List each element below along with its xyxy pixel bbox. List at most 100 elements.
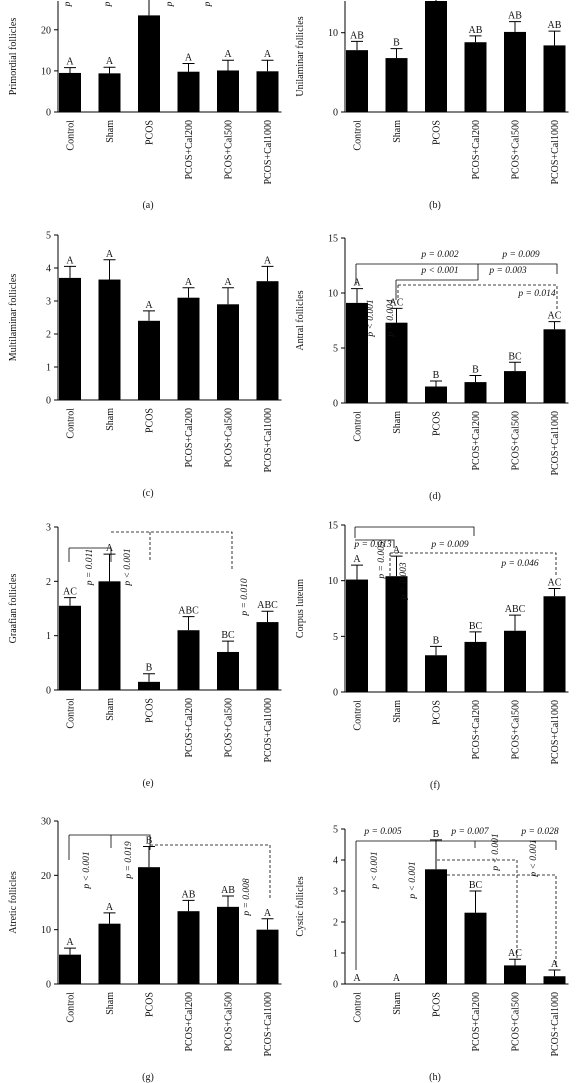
- error-bar: [222, 640, 234, 652]
- error-bar: [222, 895, 234, 907]
- y-tick-label: 30: [41, 817, 51, 828]
- category-label: PCOS+Cal500: [511, 700, 522, 760]
- panel-label: (d): [429, 491, 441, 502]
- p-value: p = 0.003: [488, 266, 527, 276]
- bar: [425, 869, 447, 984]
- bar: [217, 304, 239, 400]
- error-bar: [182, 616, 195, 631]
- y-tick-label: 1: [46, 363, 51, 374]
- p-value: p: [203, 1, 213, 7]
- error-bar: [182, 899, 195, 912]
- error-bar: [469, 375, 482, 383]
- category-label: PCOS+Cal500: [511, 992, 522, 1052]
- category-label: Sham: [392, 120, 403, 143]
- bar: [59, 605, 81, 690]
- category-label: Control: [353, 120, 364, 151]
- bar: [217, 906, 239, 984]
- bar: [256, 281, 279, 400]
- category-label: PCOS+Cal1000: [550, 700, 561, 765]
- bar: [98, 73, 121, 112]
- category-label: PCOS: [145, 408, 156, 433]
- error-bar: [509, 21, 521, 32]
- bracket: [437, 874, 557, 965]
- significance-letter: ABC: [178, 606, 199, 617]
- significance-letter: A: [264, 255, 272, 266]
- error-bar: [64, 947, 76, 955]
- error-bar: [103, 66, 116, 74]
- category-label: Control: [66, 408, 77, 439]
- y-tick-label: 2: [46, 577, 51, 588]
- error-bar: [430, 645, 442, 656]
- y-tick-label: 10: [328, 28, 338, 39]
- category-label: Control: [66, 120, 77, 151]
- y-tick-label: 20: [41, 871, 51, 882]
- bar: [177, 297, 200, 400]
- bar: [385, 58, 408, 112]
- bar: [385, 322, 408, 403]
- y-tick-label: 0: [333, 399, 338, 410]
- error-bar: [64, 597, 76, 606]
- y-tick-label: 5: [333, 632, 338, 643]
- error-bar: [143, 310, 155, 321]
- bracket: [437, 859, 518, 960]
- bracket: [395, 264, 479, 300]
- error-bar: [222, 59, 234, 71]
- p-value: p < 0.001: [370, 851, 380, 889]
- bar: [504, 965, 526, 984]
- p-value: p < 0.001: [529, 839, 539, 877]
- bar: [177, 911, 200, 984]
- p-value: p = 0.028: [520, 827, 559, 837]
- error-bar: [64, 67, 76, 73]
- category-label: PCOS+Cal500: [511, 120, 522, 180]
- category-label: PCOS+Cal1000: [550, 411, 561, 476]
- error-bar: [435, 0, 437, 1]
- y-tick-label: 0: [46, 980, 51, 991]
- category-label: PCOS+Cal1000: [550, 120, 561, 185]
- bracket: [111, 531, 233, 570]
- category-label: PCOS+Cal500: [511, 411, 522, 471]
- y-axis-label: Corpus luteum: [295, 579, 306, 638]
- significance-letter: AB: [221, 885, 235, 896]
- p-value: p = 0.008: [242, 878, 252, 917]
- significance-letter: AC: [63, 587, 77, 598]
- error-bar: [469, 631, 482, 642]
- y-tick-label: 2: [333, 918, 338, 929]
- y-axis-label: Multilaminar follicles: [8, 274, 19, 362]
- p-value: p < 0.001: [408, 861, 418, 899]
- bar: [98, 581, 121, 690]
- bar: [98, 279, 121, 400]
- bar: [59, 954, 81, 984]
- panel-label: (c): [142, 488, 153, 499]
- bracket: [390, 552, 557, 575]
- category-label: PCOS: [432, 411, 443, 436]
- significance-letter: B: [146, 663, 153, 674]
- p-value: p = 0.003: [399, 562, 409, 601]
- category-label: PCOS+Cal200: [471, 700, 482, 760]
- category-label: Control: [353, 411, 364, 442]
- bar: [346, 50, 368, 112]
- y-tick-label: 0: [46, 686, 51, 697]
- significance-letter: AC: [548, 311, 562, 322]
- category-label: PCOS+Cal200: [184, 120, 195, 180]
- y-tick-label: 5: [46, 231, 51, 242]
- bar: [138, 867, 160, 984]
- panel-label: (g): [142, 1072, 154, 1083]
- panel-label: (b): [429, 200, 441, 211]
- error-bar: [548, 30, 561, 46]
- error-bar: [509, 614, 521, 631]
- category-label: PCOS+Cal200: [184, 992, 195, 1052]
- y-axis-label: Primordial follicles: [8, 18, 19, 96]
- significance-letter: A: [393, 973, 401, 984]
- significance-letter: A: [353, 278, 361, 289]
- significance-letter: A: [393, 545, 401, 556]
- significance-letter: A: [185, 277, 193, 288]
- bar: [464, 641, 487, 692]
- significance-letter: A: [66, 255, 74, 266]
- significance-letter: AB: [508, 11, 522, 22]
- error-bar: [182, 62, 195, 72]
- error-bar: [548, 587, 561, 597]
- bar: [425, 655, 447, 692]
- significance-letter: B: [472, 365, 479, 376]
- y-tick-label: 10: [41, 66, 51, 77]
